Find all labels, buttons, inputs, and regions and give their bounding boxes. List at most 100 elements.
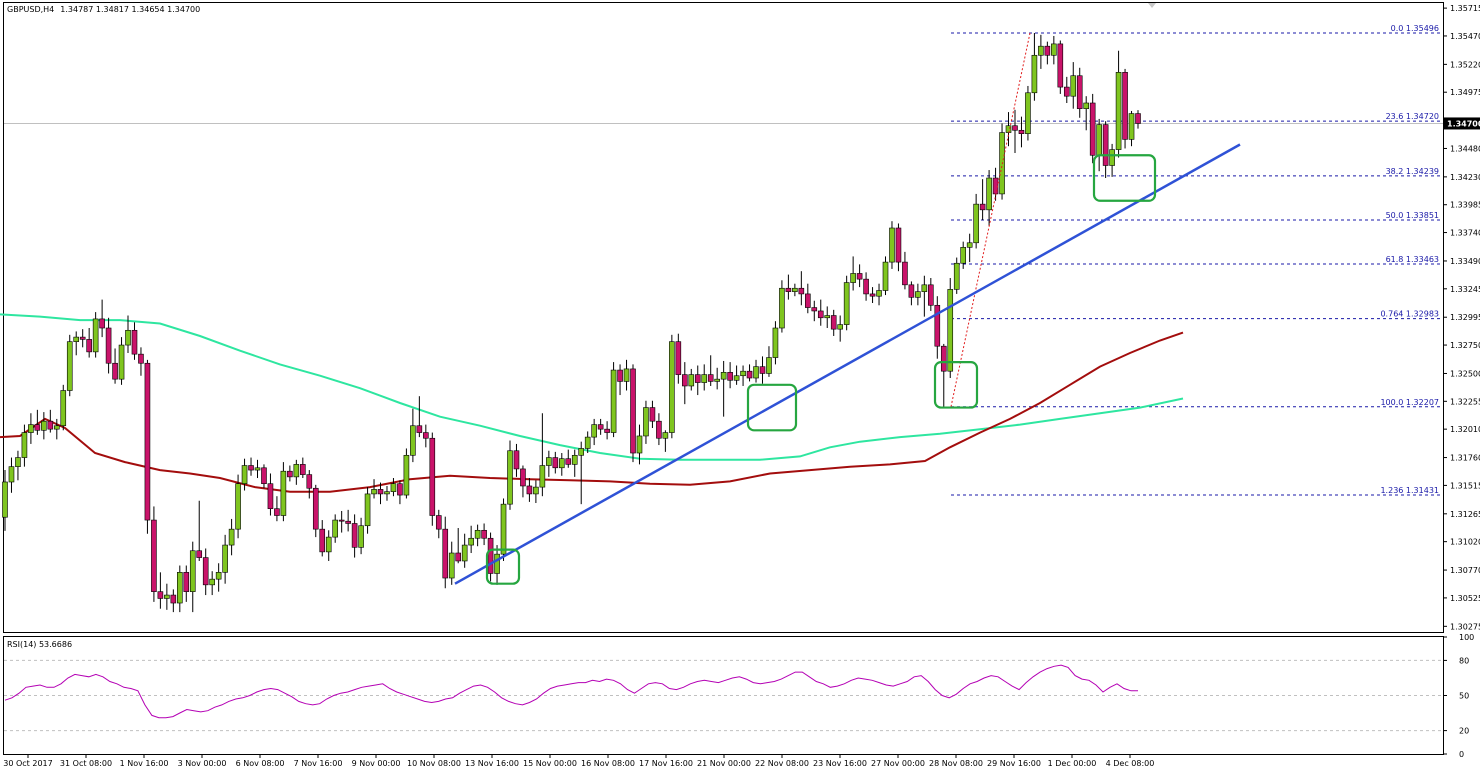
candle-bear	[707, 374, 714, 382]
candle-bull	[494, 553, 500, 574]
candle-bear	[151, 519, 157, 592]
current-price-label: 1.34700	[1447, 119, 1480, 128]
time-tick-label: 10 Nov 08:00	[407, 759, 461, 768]
candle-bull	[1038, 45, 1044, 56]
candle-bear	[196, 550, 203, 558]
candle-bear	[1057, 43, 1064, 88]
candle-bear	[157, 591, 164, 599]
time-tick-label: 27 Nov 00:00	[871, 759, 925, 768]
candle-bear	[138, 353, 144, 364]
candle-bull	[947, 289, 954, 372]
ma-red-line	[0, 331, 1184, 493]
candle-bull	[578, 448, 585, 456]
highlight-box	[1092, 154, 1157, 202]
candle-bull	[571, 454, 578, 465]
candle-bull	[507, 450, 513, 505]
candle-bull	[1031, 54, 1038, 94]
candle-bull	[500, 503, 507, 555]
candle-bear	[895, 227, 902, 263]
candle-bull	[118, 344, 125, 380]
time-tick-label: 29 Nov 16:00	[987, 759, 1041, 768]
candle-bull	[222, 544, 228, 573]
fib-level-label: 23.6 1.34720	[1386, 112, 1439, 121]
candle-bull	[966, 242, 973, 248]
candle-bull	[325, 536, 332, 553]
candle-bull	[882, 261, 889, 291]
time-tick-label: 23 Nov 16:00	[813, 759, 867, 768]
time-tick-label: 28 Nov 08:00	[929, 759, 983, 768]
candle-bull	[960, 247, 966, 264]
candle-bull	[1005, 125, 1012, 133]
time-tick-label: 1 Nov 16:00	[120, 759, 169, 768]
candle-bull	[636, 435, 643, 454]
candle-bear	[552, 457, 559, 469]
time-tick-label: 1 Dec 00:00	[1048, 759, 1097, 768]
candle-bull	[1051, 43, 1057, 56]
candle-bear	[442, 528, 449, 579]
candle-bull	[474, 529, 481, 539]
fib-level-label: 100.0 1.32207	[1380, 398, 1439, 407]
candle-bull	[843, 282, 850, 325]
candle-bear	[99, 318, 105, 329]
candle-bear	[727, 372, 733, 381]
candle-bull	[766, 357, 772, 374]
ma-green-line	[0, 313, 1184, 461]
candle-bull	[53, 425, 60, 430]
candle-bull	[688, 374, 695, 387]
candle-bear	[1089, 102, 1096, 156]
candle-bear	[856, 273, 863, 280]
candle-bear	[520, 468, 526, 487]
candle-bear	[1018, 129, 1025, 134]
candle-bear	[131, 329, 138, 355]
price-tick-label: 1.31515	[1450, 481, 1480, 490]
candle-bull	[1025, 92, 1031, 134]
candle-bull	[953, 262, 960, 290]
candle-bear	[604, 428, 610, 433]
candle-bear	[863, 278, 869, 295]
candle-bull	[21, 432, 28, 458]
candle-bear	[1102, 124, 1109, 166]
candle-bear	[940, 345, 947, 372]
candle-bull	[215, 572, 222, 580]
candle-bear	[1012, 125, 1018, 131]
candle-bull	[720, 372, 727, 380]
candle-bear	[928, 284, 934, 306]
candle-bear	[312, 487, 319, 530]
candle-bull	[209, 578, 215, 586]
current-price-badge	[1444, 117, 1480, 130]
time-tick-label: 21 Nov 00:00	[697, 759, 751, 768]
candle-bull	[384, 491, 390, 495]
candle-bear	[429, 437, 436, 516]
candle-bear	[455, 552, 462, 562]
candle-bear	[934, 304, 941, 347]
candle-bear	[597, 424, 604, 430]
time-tick-label: 9 Nov 00:00	[352, 759, 401, 768]
candle-bear	[144, 362, 151, 521]
candle-bull	[235, 483, 241, 530]
candle-bull	[28, 424, 34, 433]
candle-bear	[248, 465, 254, 471]
candle-bull	[241, 465, 248, 484]
candle-bear	[170, 594, 177, 604]
candle-bull	[753, 366, 759, 379]
candle-bull	[371, 489, 377, 495]
candle-bear	[274, 508, 280, 516]
time-tick-label: 4 Dec 08:00	[1106, 759, 1155, 768]
price-tick-label: 1.33740	[1450, 229, 1480, 238]
candle-bear	[287, 470, 293, 478]
candle-bull	[772, 327, 779, 358]
candle-bull	[92, 318, 99, 353]
rsi-label: RSI(14) 53.6686	[7, 640, 72, 649]
price-tick-label: 1.34230	[1450, 173, 1480, 182]
shift-marker-icon[interactable]	[1148, 3, 1156, 8]
candle-bull	[1128, 113, 1135, 140]
candle-bear	[487, 537, 494, 574]
price-tick-label: 1.33245	[1450, 285, 1480, 294]
candle-bull	[986, 177, 992, 211]
rsi-level-label: 100	[1459, 633, 1474, 642]
candle-bear	[869, 293, 876, 297]
candle-bear	[675, 341, 682, 375]
price-tick-label: 1.33985	[1450, 201, 1480, 210]
candle-bear	[306, 474, 313, 489]
